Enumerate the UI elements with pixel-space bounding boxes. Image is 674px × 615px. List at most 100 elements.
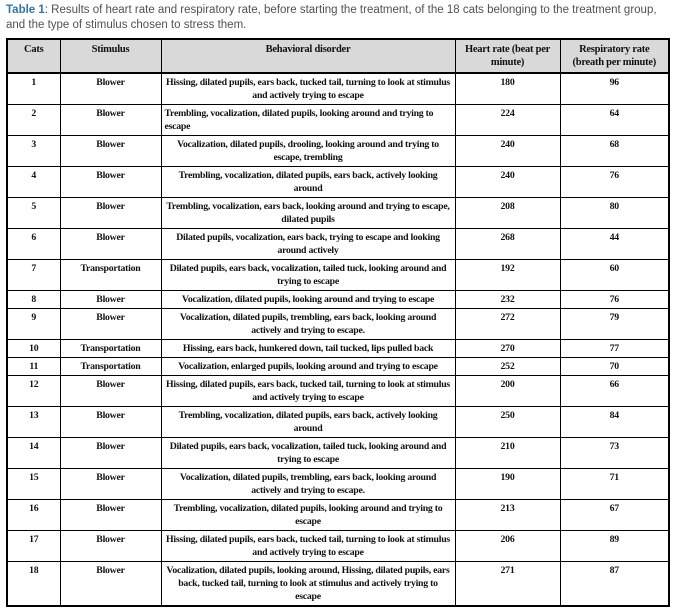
behavior-cell: Hissing, ears back, hunkered down, tail … xyxy=(160,339,456,358)
cat-number-cell: 9 xyxy=(6,308,61,340)
respiratory-rate-cell: 96 xyxy=(559,72,670,105)
behavior-cell: Dilated pupils, ears back, vocalization,… xyxy=(160,437,456,469)
header-heart-rate: Heart rate (beat per minute) xyxy=(454,38,561,74)
behavior-cell: Vocalization, dilated pupils, looking ar… xyxy=(160,290,456,309)
behavior-cell: Trembling, vocalization, ears back, look… xyxy=(160,197,456,229)
table-body: 1 Blower Hissing, dilated pupils, ears bac… xyxy=(6,72,670,607)
stimulus-cell: Transportation xyxy=(59,259,162,291)
cat-number-cell: 14 xyxy=(6,437,61,469)
behavior-cell: Dilated pupils, vocalization, ears back,… xyxy=(160,228,456,260)
stimulus-cell: Blower xyxy=(59,561,162,607)
respiratory-rate-cell: 70 xyxy=(559,357,670,376)
table-row: 7 Transportation Dilated pupils, ears back… xyxy=(6,259,670,291)
heart-rate-cell: 240 xyxy=(454,135,561,167)
stimulus-cell: Blower xyxy=(59,197,162,229)
behavior-cell: Trembling, vocalization, dilated pupils,… xyxy=(160,499,456,531)
heart-rate-cell: 200 xyxy=(454,375,561,407)
behavior-cell: Vocalization, dilated pupils, trembling,… xyxy=(160,308,456,340)
results-table: Cats Stimulus Behavioral disorder Heart … xyxy=(6,38,670,607)
stimulus-cell: Blower xyxy=(59,135,162,167)
table-row: 6 Blower Dilated pupils, vocalization, ear… xyxy=(6,228,670,260)
respiratory-rate-cell: 44 xyxy=(559,228,670,260)
stimulus-cell: Transportation xyxy=(59,339,162,358)
table-row: 3 Blower Vocalization, dilated pupils, dro… xyxy=(6,135,670,167)
respiratory-rate-cell: 79 xyxy=(559,308,670,340)
stimulus-cell: Blower xyxy=(59,228,162,260)
behavior-cell: Vocalization, dilated pupils, drooling, … xyxy=(160,135,456,167)
cat-number-cell: 15 xyxy=(6,468,61,500)
table-row: 13 Blower Trembling, vocalization, dilated… xyxy=(6,406,670,438)
stimulus-cell: Blower xyxy=(59,290,162,309)
table-caption: Table 1: Results of heart rate and respi… xyxy=(6,3,668,33)
table-caption-label: Table 1 xyxy=(6,4,45,16)
heart-rate-cell: 272 xyxy=(454,308,561,340)
respiratory-rate-cell: 84 xyxy=(559,406,670,438)
behavior-cell: Hissing, dilated pupils, ears back, tuck… xyxy=(160,375,456,407)
heart-rate-cell: 213 xyxy=(454,499,561,531)
stimulus-cell: Blower xyxy=(59,104,162,136)
cat-number-cell: 6 xyxy=(6,228,61,260)
heart-rate-cell: 232 xyxy=(454,290,561,309)
heart-rate-cell: 268 xyxy=(454,228,561,260)
respiratory-rate-cell: 67 xyxy=(559,499,670,531)
behavior-cell: Trembling, vocalization, dilated pupils,… xyxy=(160,406,456,438)
behavior-cell: Trembling, vocalization, dilated pupils,… xyxy=(160,166,456,198)
table-row: 17 Blower Hissing, dilated pupils, ears ba… xyxy=(6,530,670,562)
stimulus-cell: Blower xyxy=(59,468,162,500)
heart-rate-cell: 250 xyxy=(454,406,561,438)
table-row: 16 Blower Trembling, vocalization, dilated… xyxy=(6,499,670,531)
table-header-row: Cats Stimulus Behavioral disorder Heart … xyxy=(6,38,670,74)
cat-number-cell: 13 xyxy=(6,406,61,438)
table-row: 1 Blower Hissing, dilated pupils, ears bac… xyxy=(6,72,670,105)
table-row: 15 Blower Vocalization, dilated pupils, tr… xyxy=(6,468,670,500)
respiratory-rate-cell: 87 xyxy=(559,561,670,607)
cat-number-cell: 4 xyxy=(6,166,61,198)
cat-number-cell: 2 xyxy=(6,104,61,136)
cat-number-cell: 7 xyxy=(6,259,61,291)
heart-rate-cell: 252 xyxy=(454,357,561,376)
table-row: 4 Blower Trembling, vocalization, dilated … xyxy=(6,166,670,198)
header-stimulus: Stimulus xyxy=(59,38,162,74)
cat-number-cell: 8 xyxy=(6,290,61,309)
cat-number-cell: 10 xyxy=(6,339,61,358)
table-row: 18 Blower Vocalization, dilated pupils, lo… xyxy=(6,561,670,607)
heart-rate-cell: 206 xyxy=(454,530,561,562)
header-respiratory-rate: Respiratory rate (breath per minute) xyxy=(559,38,670,74)
respiratory-rate-cell: 76 xyxy=(559,166,670,198)
stimulus-cell: Blower xyxy=(59,406,162,438)
stimulus-cell: Transportation xyxy=(59,357,162,376)
table-row: 9 Blower Vocalization, dilated pupils, tre… xyxy=(6,308,670,340)
table-row: 2 Blower Trembling, vocalization, dilated … xyxy=(6,104,670,136)
behavior-cell: Vocalization, enlarged pupils, looking a… xyxy=(160,357,456,376)
respiratory-rate-cell: 66 xyxy=(559,375,670,407)
respiratory-rate-cell: 64 xyxy=(559,104,670,136)
stimulus-cell: Blower xyxy=(59,499,162,531)
cat-number-cell: 17 xyxy=(6,530,61,562)
cat-number-cell: 5 xyxy=(6,197,61,229)
heart-rate-cell: 224 xyxy=(454,104,561,136)
respiratory-rate-cell: 89 xyxy=(559,530,670,562)
cat-number-cell: 1 xyxy=(6,72,61,105)
respiratory-rate-cell: 60 xyxy=(559,259,670,291)
heart-rate-cell: 208 xyxy=(454,197,561,229)
heart-rate-cell: 190 xyxy=(454,468,561,500)
respiratory-rate-cell: 76 xyxy=(559,290,670,309)
respiratory-rate-cell: 73 xyxy=(559,437,670,469)
cat-number-cell: 12 xyxy=(6,375,61,407)
table-row: 12 Blower Hissing, dilated pupils, ears ba… xyxy=(6,375,670,407)
header-behavioral-disorder: Behavioral disorder xyxy=(160,38,456,74)
table-caption-text: : Results of heart rate and respiratory … xyxy=(6,4,657,31)
table-row: 11 Transportation Vocalization, enlarged p… xyxy=(6,357,670,376)
behavior-cell: Trembling, vocalization, dilated pupils,… xyxy=(160,104,456,136)
table-row: 8 Blower Vocalization, dilated pupils, loo… xyxy=(6,290,670,309)
stimulus-cell: Blower xyxy=(59,166,162,198)
stimulus-cell: Blower xyxy=(59,437,162,469)
stimulus-cell: Blower xyxy=(59,375,162,407)
heart-rate-cell: 210 xyxy=(454,437,561,469)
header-cats: Cats xyxy=(6,38,61,74)
table-row: 10 Transportation Hissing, ears back, hunk… xyxy=(6,339,670,358)
stimulus-cell: Blower xyxy=(59,530,162,562)
stimulus-cell: Blower xyxy=(59,72,162,105)
respiratory-rate-cell: 77 xyxy=(559,339,670,358)
